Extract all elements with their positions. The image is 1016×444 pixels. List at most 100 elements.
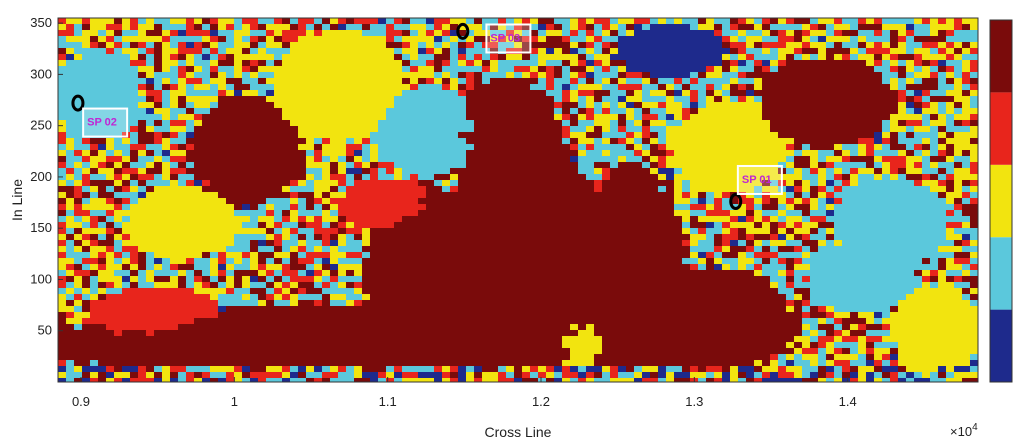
heatmap-cell: [314, 192, 323, 199]
heatmap-cell: [642, 192, 651, 199]
heatmap-cell: [66, 102, 75, 109]
heatmap-cell: [626, 30, 635, 37]
heatmap-cell: [90, 132, 99, 139]
heatmap-cell: [202, 186, 211, 193]
heatmap-cell: [714, 228, 723, 235]
heatmap-cell: [922, 66, 931, 73]
heatmap-cell: [602, 150, 611, 157]
heatmap-cell: [322, 126, 331, 133]
heatmap-cell: [522, 36, 531, 43]
heatmap-cell: [778, 66, 787, 73]
heatmap-cell: [794, 198, 803, 205]
heatmap-cell: [618, 138, 627, 145]
heatmap-cell: [466, 252, 475, 259]
heatmap-cell: [314, 138, 323, 145]
heatmap-cell: [658, 18, 667, 25]
heatmap-cell: [218, 264, 227, 271]
heatmap-cell: [770, 156, 779, 163]
heatmap-cell: [610, 270, 619, 277]
heatmap-cell: [698, 96, 707, 103]
heatmap-cell: [250, 120, 259, 127]
heatmap-cell: [578, 228, 587, 235]
heatmap-cell: [690, 156, 699, 163]
heatmap-cell: [610, 246, 619, 253]
heatmap-cell: [114, 126, 123, 133]
heatmap-cell: [786, 78, 795, 85]
heatmap-cell: [266, 108, 275, 115]
heatmap-cell: [866, 270, 875, 277]
heatmap-cell: [138, 108, 147, 115]
heatmap-cell: [514, 78, 523, 85]
heatmap-cell: [186, 210, 195, 217]
heatmap-cell: [178, 234, 187, 241]
heatmap-cell: [394, 216, 403, 223]
heatmap-cell: [162, 84, 171, 91]
heatmap-cell: [274, 54, 283, 61]
heatmap-cell: [458, 270, 467, 277]
heatmap-cell: [834, 96, 843, 103]
heatmap-cell: [354, 258, 363, 265]
heatmap-cell: [498, 144, 507, 151]
heatmap-cell: [330, 168, 339, 175]
heatmap-cell: [434, 24, 443, 31]
heatmap-cell: [106, 240, 115, 247]
heatmap-cell: [946, 120, 955, 127]
heatmap-cell: [706, 114, 715, 121]
heatmap-cell: [714, 66, 723, 73]
heatmap-cell: [90, 72, 99, 79]
heatmap-cell: [418, 96, 427, 103]
heatmap-cell: [258, 54, 267, 61]
heatmap-cell: [410, 60, 419, 67]
heatmap-cell: [626, 72, 635, 79]
heatmap-cell: [458, 144, 467, 151]
heatmap-cell: [282, 204, 291, 211]
heatmap-cell: [850, 84, 859, 91]
heatmap-cell: [394, 156, 403, 163]
heatmap-cell: [738, 216, 747, 223]
heatmap-cell: [82, 228, 91, 235]
heatmap-cell: [810, 246, 819, 253]
heatmap-cell: [498, 42, 507, 49]
heatmap-cell: [570, 144, 579, 151]
heatmap-cell: [162, 66, 171, 73]
heatmap-cell: [834, 144, 843, 151]
heatmap-cell: [626, 126, 635, 133]
heatmap-cell: [818, 42, 827, 49]
heatmap-cell: [602, 108, 611, 115]
heatmap-cell: [194, 120, 203, 127]
heatmap-cell: [626, 90, 635, 97]
heatmap-cell: [82, 216, 91, 223]
heatmap-cell: [714, 222, 723, 229]
heatmap-cell: [738, 192, 747, 199]
heatmap-cell: [530, 162, 539, 169]
heatmap-cell: [602, 54, 611, 61]
heatmap-cell: [650, 84, 659, 91]
heatmap-cell: [202, 150, 211, 157]
heatmap-cell: [586, 186, 595, 193]
heatmap-cell: [434, 252, 443, 259]
heatmap-cell: [442, 96, 451, 103]
heatmap-cell: [850, 228, 859, 235]
heatmap-cell: [114, 228, 123, 235]
heatmap-cell: [930, 90, 939, 97]
heatmap-cell: [314, 42, 323, 49]
heatmap-cell: [746, 126, 755, 133]
heatmap-cell: [538, 228, 547, 235]
heatmap-cell: [418, 258, 427, 265]
heatmap-cell: [218, 78, 227, 85]
heatmap-cell: [82, 192, 91, 199]
heatmap-cell: [378, 162, 387, 169]
heatmap-cell: [314, 180, 323, 187]
heatmap-cell: [890, 174, 899, 181]
heatmap-cell: [754, 138, 763, 145]
heatmap-cell: [370, 180, 379, 187]
heatmap-cell: [738, 144, 747, 151]
heatmap-cell: [946, 114, 955, 121]
heatmap-cell: [394, 174, 403, 181]
heatmap-cell: [202, 258, 211, 265]
heatmap-cell: [834, 84, 843, 91]
heatmap-cell: [506, 126, 515, 133]
heatmap-cell: [506, 216, 515, 223]
heatmap-cell: [794, 48, 803, 55]
heatmap-cell: [290, 114, 299, 121]
